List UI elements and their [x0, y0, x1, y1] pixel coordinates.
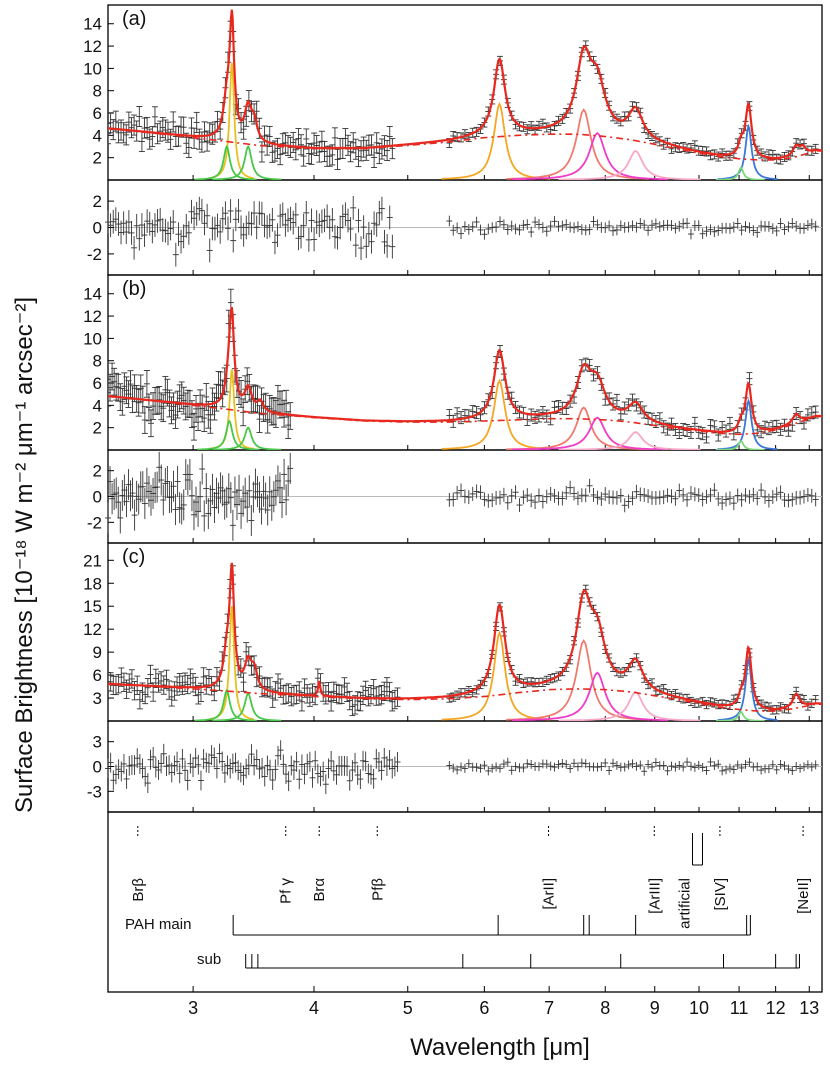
total-fit-curve [108, 9, 822, 160]
pah-component-curve [715, 440, 765, 450]
pah-component-curve [512, 131, 669, 180]
y-tick-label: 21 [83, 551, 102, 570]
pah-component-curve [194, 144, 257, 180]
spectrum-content [108, 9, 822, 180]
pah-component-curve [208, 606, 254, 721]
spectrum-content [108, 562, 822, 721]
residual-tick-label: 0 [93, 219, 102, 238]
x-axis-tick-label: 5 [403, 998, 413, 1018]
y-tick-label: 15 [83, 597, 102, 616]
continuum-curve [108, 395, 822, 436]
pah-component-curve [212, 144, 282, 180]
pah-component-curve [512, 671, 669, 721]
x-axis-tick-label: 4 [309, 998, 319, 1018]
marker-frame [107, 811, 823, 993]
pah-component-curve [194, 688, 257, 721]
y-tick-label: 12 [83, 37, 102, 56]
y-tick-label: 14 [83, 285, 102, 304]
panel-2: (b) 2 4 6 8 10 12 14 -2 0 2 [83, 274, 823, 544]
x-axis-tick-label: 3 [188, 998, 198, 1018]
x-axis-tick-label: 13 [799, 998, 819, 1018]
line-marker-label: Pf γ [278, 878, 295, 904]
spectrum-content [108, 288, 822, 450]
line-marker-label: Brα [311, 878, 328, 902]
x-axis-tick-label: 11 [730, 998, 749, 1018]
pah-component-curve [212, 692, 282, 721]
total-fit-curve [108, 306, 822, 433]
y-tick-label: 18 [83, 574, 102, 593]
y-tick-label: 3 [93, 689, 102, 708]
residual-tick-label: 3 [93, 733, 102, 752]
x-axis: 3 4 5 6 7 8 9 10 11 12 13 [188, 986, 819, 1018]
spectrum-frame [107, 274, 823, 451]
y-tick-label: 14 [83, 15, 102, 34]
x-axis-tick-label: 9 [650, 998, 660, 1018]
residual-tick-label: 2 [93, 462, 102, 481]
x-axis-tick-label: 10 [689, 998, 709, 1018]
panel-3: (c) 3 6 9 12 15 18 21 -3 0 3 [83, 542, 823, 813]
pah-component-curve [208, 62, 254, 180]
y-tick-label: 8 [93, 352, 102, 371]
y-tick-label: 6 [93, 666, 102, 685]
pah-sub-label: sub [197, 951, 221, 968]
x-axis-tick-label: 7 [544, 998, 554, 1018]
pah-component-curve [715, 166, 765, 180]
y-tick-label: 10 [83, 59, 102, 78]
line-marker-label: Brβ [130, 878, 147, 902]
continuum-curve [108, 683, 822, 712]
continuum-curve [108, 127, 822, 161]
pah-component-curve [506, 108, 650, 180]
x-axis-label: Wavelength [μm] [410, 1034, 590, 1061]
line-marker-label: artificial [676, 878, 693, 929]
y-tick-label: 2 [93, 149, 102, 168]
pah-component-curve [212, 426, 282, 450]
panel-label: (b) [122, 278, 146, 300]
y-tick-label: 6 [93, 104, 102, 123]
residual-tick-label: -2 [87, 513, 102, 532]
pah-component-curve [717, 123, 778, 180]
pah-component-curve [717, 656, 778, 721]
panel-label: (c) [122, 546, 145, 568]
x-axis-tick-label: 6 [479, 998, 489, 1018]
y-tick-label: 12 [83, 307, 102, 326]
pah-component-curve [717, 398, 778, 450]
total-fit-curve [108, 562, 822, 711]
residual-tick-label: -3 [87, 782, 102, 801]
line-marker-label: [SIV] [712, 878, 729, 911]
x-axis-tick-label: 12 [766, 998, 786, 1018]
x-axis-tick-label: 8 [600, 998, 610, 1018]
artificial-bracket [691, 833, 703, 866]
residual-tick-label: 2 [93, 192, 102, 211]
pah-component-curve [197, 419, 260, 450]
line-marker-label: Pfβ [369, 878, 386, 901]
y-tick-label: 2 [93, 419, 102, 438]
residual-tick-label: 0 [93, 488, 102, 507]
pah-component-curve [558, 431, 701, 450]
y-tick-label: 12 [83, 620, 102, 639]
y-tick-label: 10 [83, 329, 102, 348]
y-axis-label: Surface Brightness [10⁻¹⁸ W m⁻² μm⁻¹ arc… [11, 297, 38, 813]
y-tick-label: 4 [93, 396, 102, 415]
line-marker-label: [ArII] [541, 878, 558, 910]
pah-component-curve [558, 149, 701, 180]
y-tick-label: 6 [93, 374, 102, 393]
residual-tick-label: -2 [87, 245, 102, 264]
pah-component-curve [506, 638, 650, 721]
panel-1: (a) 2 4 6 8 10 12 14 -2 0 2 [83, 4, 823, 276]
pah-component-curve [441, 378, 551, 450]
y-tick-label: 8 [93, 82, 102, 101]
pah-component-curve [512, 416, 669, 450]
y-tick-label: 4 [93, 126, 102, 145]
pah-component-curve [441, 630, 551, 721]
line-marker-label: [NeII] [795, 878, 812, 914]
y-tick-label: 9 [93, 643, 102, 662]
pah-main-label: PAH main [125, 916, 191, 933]
line-marker-label: [ArIII] [646, 878, 663, 914]
line-identification-panel: Brβ Pf γ Brα Pfβ [ArII] [ArIII] artificial [SIV… [107, 811, 823, 993]
pah-component-curve [715, 710, 765, 721]
panel-label: (a) [122, 8, 146, 30]
spectrum-panels: (a) 2 4 6 8 10 12 14 -2 0 2 (b) 2 4 6 8 10 12 14 -2 0 2 (c) 3 6 9… [83, 4, 823, 813]
residual-tick-label: 0 [93, 758, 102, 777]
